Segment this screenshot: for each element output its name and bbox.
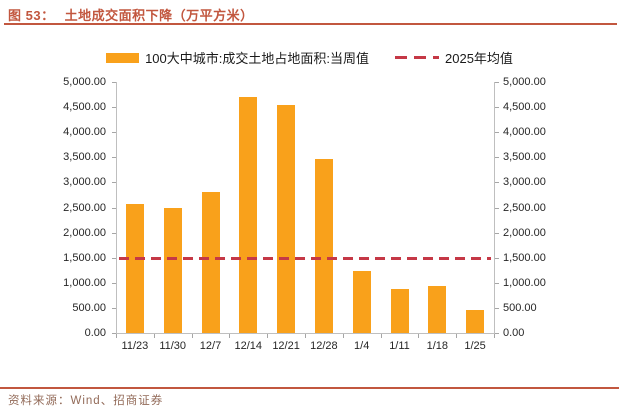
y-axis-left-tick [112,182,116,184]
y-axis-right-label: 4,500.00 [503,101,546,114]
x-axis-label: 1/11 [389,340,410,352]
y-axis-left-label: 2,500.00 [63,201,106,214]
y-axis-left-label: 2,000.00 [63,226,106,239]
legend: 100大中城市:成交土地占地面积:当周值 2025年均值 [0,48,619,67]
x-axis-label: 11/23 [121,340,149,352]
x-axis-tick [229,334,231,338]
y-axis-right-tick [495,82,499,83]
x-axis-label: 1/4 [354,340,370,352]
y-axis-right-tick [495,157,499,159]
y-axis-right-label: 4,000.00 [503,126,546,139]
x-axis-line [116,333,495,334]
y-axis-left-tick [112,232,116,234]
y-axis-right-tick [495,232,499,234]
x-axis-tick [494,334,495,338]
x-axis-label: 1/25 [464,340,486,352]
y-axis-right-label: 5,000.00 [503,76,546,88]
y-axis-left-tick [112,282,116,284]
y-axis-right-tick [495,333,499,334]
y-axis-left-label: 4,500.00 [63,101,106,114]
bar [163,207,182,333]
bar-series-legend-label: 100大中城市:成交土地占地面积:当周值 [145,51,369,66]
average-dashed-line [119,257,491,261]
x-axis-label: 1/18 [426,340,448,352]
x-axis-tick [342,334,344,338]
y-axis-right-label: 1,500.00 [503,251,546,264]
y-axis-left-tick [112,207,116,209]
y-axis-right-label: 3,500.00 [503,151,546,164]
figure-title-text: 土地成交面积下降（万平方米） [64,8,254,23]
y-axis-left-tick [112,307,116,309]
y-axis-right-line [494,82,495,333]
y-axis-left-label: 1,500.00 [63,251,106,264]
x-axis-label: 12/7 [199,340,222,352]
x-axis-tick [380,334,382,338]
x-axis-label: 12/14 [234,340,263,352]
y-axis-left-label: 3,000.00 [63,176,106,189]
bar [239,97,258,333]
x-axis-tick [191,334,193,338]
y-axis-right-tick [495,307,499,309]
x-axis-tick [153,334,155,338]
bar [277,105,296,333]
y-axis-left-tick [112,333,116,334]
bar [390,289,409,333]
bar-series-swatch-icon [106,52,140,63]
y-axis-right-label: 3,000.00 [503,176,546,189]
title-divider-line [4,23,617,25]
y-axis-left-line [116,82,117,333]
footer-divider-line [0,387,619,389]
y-axis-left-label: 3,500.00 [63,151,106,164]
y-axis-right-tick [495,207,499,209]
y-axis-left-tick [112,107,116,109]
y-axis-right-tick [495,257,499,259]
legend-item-average-line: 2025年均值 [395,48,513,67]
figure-number-label: 图 53： [8,8,55,23]
y-axis-left-label: 4,000.00 [63,126,106,139]
y-axis-right-tick [495,107,499,109]
y-axis-left-tick [112,157,116,159]
y-axis-left-tick [112,82,116,83]
x-axis-label: 12/28 [310,340,338,352]
bar [314,158,333,333]
x-axis-tick [456,334,458,338]
x-axis-label: 11/30 [159,340,187,352]
source-note: 资料来源：Wind、招商证券 [8,395,164,407]
bar [201,191,220,333]
average-line-legend-label: 2025年均值 [445,51,513,66]
x-axis-tick [418,334,420,338]
y-axis-right-label: 500.00 [503,301,537,314]
bar [125,204,144,333]
figure-title: 图 53： 土地成交面积下降（万平方米） [8,5,254,24]
x-axis-tick [116,334,117,338]
bar [466,309,485,333]
y-axis-left-label: 500.00 [72,301,106,314]
legend-item-bar-series: 100大中城市:成交土地占地面积:当周值 [106,48,369,67]
bar [428,285,447,333]
x-axis-tick [305,334,306,338]
y-axis-left-tick [112,257,116,259]
bar [352,270,371,333]
y-axis-right-tick [495,132,499,134]
x-axis-label: 12/21 [272,340,300,352]
y-axis-right-tick [495,182,499,184]
y-axis-left-label: 5,000.00 [63,76,106,88]
average-line-swatch-icon [395,56,439,59]
x-axis-tick [267,334,269,338]
y-axis-left-label: 1,000.00 [63,276,106,289]
y-axis-right-label: 2,000.00 [503,226,546,239]
y-axis-right-label: 1,000.00 [503,276,546,289]
y-axis-left-label: 0.00 [84,327,106,339]
y-axis-right-label: 0.00 [503,327,525,339]
y-axis-right-tick [495,282,499,284]
y-axis-right-label: 2,500.00 [503,201,546,214]
y-axis-left-tick [112,132,116,134]
